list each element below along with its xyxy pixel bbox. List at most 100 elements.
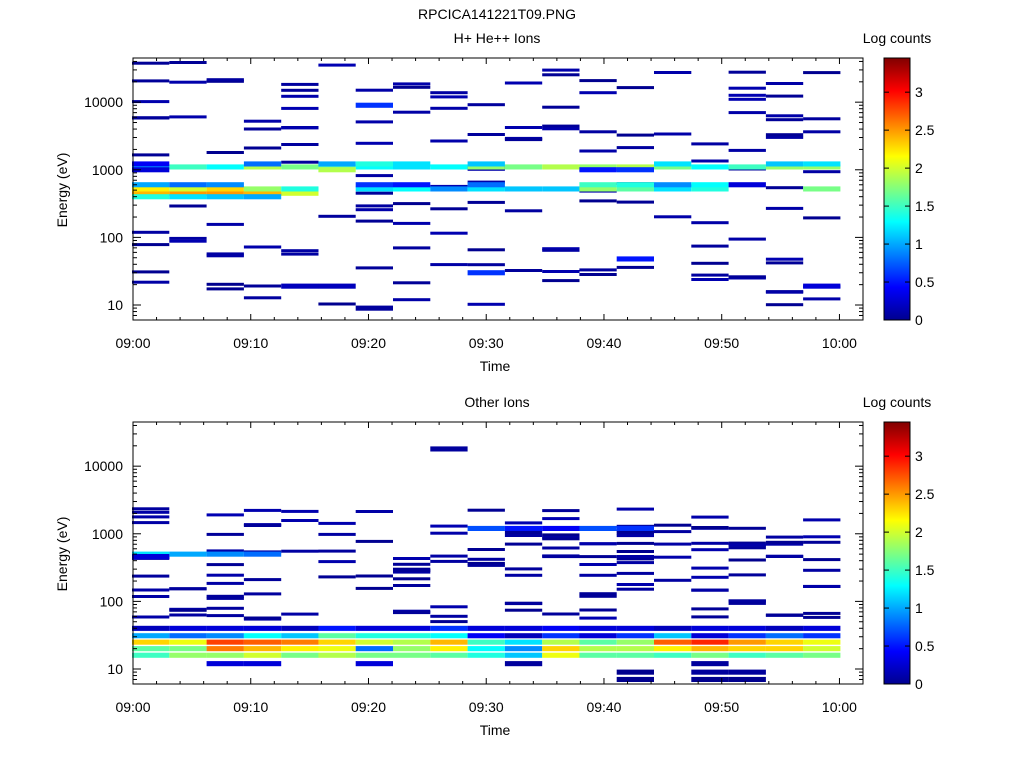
- heatmap-dot: [430, 263, 468, 267]
- heatmap-cell: [803, 164, 841, 170]
- heatmap-dot: [467, 200, 505, 204]
- heatmap-dot: [318, 214, 356, 218]
- x-tick-label: 09:40: [586, 335, 621, 351]
- heatmap-dot: [169, 608, 207, 612]
- heatmap-dot: [206, 596, 244, 600]
- heatmap-cell: [467, 652, 505, 658]
- heatmap-dot: [504, 209, 543, 213]
- heatmap-dot: [765, 94, 804, 98]
- x-tick-label: 09:30: [469, 335, 504, 351]
- heatmap-dot: [169, 236, 207, 240]
- heatmap-cell: [504, 646, 543, 652]
- heatmap-cell: [654, 164, 692, 170]
- heatmap-dot: [206, 222, 244, 226]
- heatmap-dot: [393, 298, 431, 302]
- heatmap-dot: [206, 549, 244, 553]
- heatmap-cell: [393, 186, 431, 192]
- heatmap-dot: [579, 273, 617, 276]
- heatmap-cell: [579, 625, 617, 631]
- x-tick-label: 09:20: [351, 699, 386, 715]
- heatmap-cell: [243, 190, 282, 196]
- heatmap-dot: [504, 602, 543, 606]
- heatmap-cell: [355, 625, 393, 631]
- heatmap-cell: [728, 182, 766, 188]
- heatmap-cell: [467, 164, 505, 170]
- heatmap-dot: [579, 616, 617, 620]
- heatmap-cell: [243, 194, 282, 200]
- heatmap-cell: [243, 646, 282, 652]
- heatmap-dot: [616, 555, 654, 558]
- heatmap-cell: [243, 186, 282, 192]
- heatmap-dot: [728, 601, 766, 605]
- heatmap-dot: [691, 566, 729, 570]
- heatmap-cell: [430, 646, 468, 652]
- heatmap-dot: [430, 620, 468, 624]
- heatmap-dot: [765, 82, 804, 85]
- heatmap-dot: [132, 270, 170, 274]
- heatmap-dot: [765, 257, 804, 261]
- heatmap-dot: [765, 114, 804, 118]
- heatmap-dot: [281, 126, 319, 130]
- heatmap-dot: [803, 615, 841, 619]
- heatmap-dot: [467, 302, 505, 306]
- heatmap-dot: [467, 563, 505, 567]
- heatmap-dot: [728, 86, 766, 90]
- heatmap-dot: [542, 517, 580, 521]
- heatmap-dot: [728, 237, 766, 241]
- heatmap-cell: [728, 164, 766, 170]
- heatmap-cell: [579, 525, 617, 531]
- heatmap-cell: [318, 652, 356, 658]
- heatmap-cell: [616, 652, 654, 658]
- heatmap-cell: [243, 661, 282, 667]
- heatmap-cell: [579, 182, 617, 188]
- colorbar-gradient: [883, 421, 911, 685]
- y-tick-label: 10000: [84, 458, 123, 474]
- y-tick-label: 1000: [92, 526, 123, 542]
- heatmap-dot: [355, 574, 393, 578]
- heatmap-dot: [430, 531, 468, 535]
- heatmap-cells: [132, 61, 841, 311]
- heatmap-dot: [504, 81, 543, 85]
- heatmap-dot: [169, 613, 207, 617]
- heatmap-cell: [467, 625, 505, 631]
- heatmap-dot: [132, 243, 170, 247]
- heatmap-dot: [430, 139, 468, 143]
- heatmap-dot: [579, 608, 617, 612]
- heatmap-dot: [728, 558, 766, 562]
- heatmap-dot: [616, 534, 654, 538]
- heatmap-cell: [430, 633, 468, 639]
- heatmap-dot: [132, 574, 170, 578]
- heatmap-dot: [318, 532, 356, 536]
- colorbar-tick-label: 3: [915, 84, 923, 100]
- colorbar-tick-label: 0: [915, 676, 923, 692]
- heatmap-dot: [616, 146, 654, 150]
- heatmap-cell: [765, 625, 804, 631]
- y-tick-label: 100: [100, 229, 124, 245]
- heatmap-cell: [579, 633, 617, 639]
- heatmap-dot: [542, 73, 580, 77]
- heatmap-dot: [206, 78, 244, 82]
- heatmap-dot: [728, 97, 766, 101]
- heatmap-dot: [504, 531, 543, 534]
- heatmap-cell: [318, 161, 356, 167]
- heatmap-cell: [169, 646, 207, 652]
- heatmap-dot: [132, 116, 170, 120]
- heatmap-cell: [430, 446, 468, 452]
- heatmap-dot: [281, 143, 319, 146]
- panel-other-ions: Other Ions Log counts Time Energy (eV) 0…: [54, 394, 935, 738]
- heatmap-dot: [542, 535, 580, 539]
- heatmap-dot: [542, 537, 580, 541]
- heatmap-dot: [281, 88, 319, 92]
- heatmap-dot: [169, 587, 207, 591]
- heatmap-cell: [132, 639, 170, 645]
- heatmap-cell: [355, 652, 393, 658]
- heatmap-dot: [691, 541, 729, 545]
- heatmap-cell: [504, 661, 543, 667]
- heatmap-cell: [616, 625, 654, 631]
- heatmap-dot: [765, 261, 804, 265]
- heatmap-dot: [467, 548, 505, 551]
- heatmap-dot: [206, 594, 244, 598]
- heatmap-cell: [355, 182, 393, 188]
- colorbar-tick-label: 1: [915, 236, 923, 252]
- heatmap-cell: [803, 186, 841, 192]
